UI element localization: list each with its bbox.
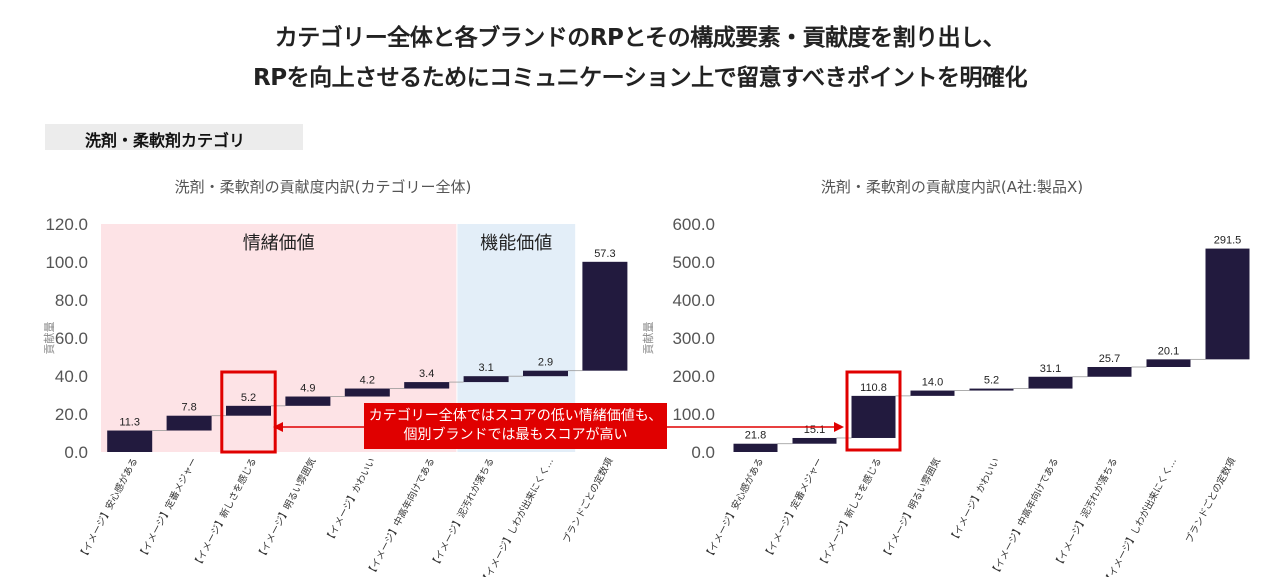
- chart1-value-label-9: 57.3: [594, 248, 615, 260]
- chart2-value-label-1: 21.8: [745, 430, 766, 442]
- chart2-value-label-2: 15.1: [804, 424, 825, 436]
- chart1-value-label-7: 3.1: [478, 362, 493, 374]
- chart1-y-tick-label: 0.0: [64, 443, 88, 462]
- chart2-y-tick-label: 600.0: [672, 215, 715, 234]
- chart1-x-tick-label-9: ブランドごとの定数項: [560, 455, 615, 545]
- chart1-y-tick-label: 120.0: [45, 215, 88, 234]
- chart1-x-tick-label-8: 【イメージ】しわが出来にくく…: [479, 456, 556, 577]
- chart2-bar-1: [733, 443, 778, 452]
- callout-box: カテゴリー全体ではスコアの低い情緒価値も、 個別ブランドでは最もスコアが高い: [364, 403, 667, 449]
- chart1-x-tick-label-4: 【イメージ】明るい雰囲気: [255, 455, 319, 562]
- chart1-value-label-8: 2.9: [538, 357, 553, 369]
- chart1-y-tick-label: 80.0: [55, 291, 88, 310]
- chart2-value-label-5: 5.2: [984, 375, 999, 387]
- chart1-y-tick-label: 100.0: [45, 253, 88, 272]
- chart1-y-axis-title: 貢献量: [42, 322, 56, 355]
- chart1-x-tick-label-7: 【イメージ】泥汚れが落ちる: [428, 456, 496, 571]
- chart2-x-tick-label-6: 【イメージ】中高年向けである: [988, 456, 1061, 577]
- chart2-value-label-7: 25.7: [1099, 353, 1120, 365]
- section-label: 洗剤・柔軟剤カテゴリ: [45, 124, 303, 150]
- chart2-bar-6: [1028, 376, 1073, 389]
- headline-line-1: カテゴリー全体と各ブランドのRPとその構成要素・貢献度を割り出し、: [274, 25, 1006, 51]
- chart2-bar-2: [792, 437, 837, 444]
- chart1-y-tick-label: 20.0: [55, 405, 88, 424]
- chart1-bar-1: [107, 430, 153, 452]
- chart1-x-tick-label-1: 【イメージ】安心感がある: [76, 456, 140, 562]
- chart2-value-label-9: 291.5: [1214, 235, 1242, 247]
- chart1-value-label-2: 7.8: [181, 402, 196, 414]
- chart2-bar-4: [910, 390, 955, 396]
- chart1-value-label-6: 3.4: [419, 368, 434, 380]
- chart2-title: 洗剤・柔軟剤の貢献度内訳(A社:製品X): [821, 178, 1083, 196]
- chart1-highlight-box: [220, 370, 277, 454]
- callout-line-2: 個別ブランドでは最もスコアが高い: [403, 427, 628, 443]
- chart2-y-tick-label: 400.0: [672, 291, 715, 310]
- chart1-x-tick-label-3: 【イメージ】新しさを感じる: [191, 456, 259, 571]
- chart2-y-tick-label: 300.0: [672, 329, 715, 348]
- chart2-value-label-6: 31.1: [1040, 363, 1061, 375]
- chart1-value-label-3: 5.2: [241, 392, 256, 404]
- chart2-y-tick-label: 0.0: [691, 443, 715, 462]
- callout-arrow-left-head: [273, 422, 283, 432]
- chart2-x-tick-label-5: 【イメージ】かわいい: [948, 456, 1002, 545]
- chart1-bar-3: [226, 405, 271, 416]
- chart2-bar-8: [1146, 359, 1191, 367]
- chart2-x-tick-label-7: 【イメージ】泥汚れが落ちる: [1052, 456, 1120, 571]
- chart2-y-tick-label: 200.0: [672, 367, 715, 386]
- chart1-region-label-1: 情緒価値: [243, 233, 315, 254]
- chart2-bar-7: [1087, 366, 1132, 377]
- chart1-region-label-2: 機能価値: [480, 233, 552, 254]
- chart1-value-label-1: 11.3: [119, 417, 140, 429]
- chart1-bar-5: [344, 388, 390, 397]
- chart1-x-tick-label-2: 【イメージ】定番メジャー: [136, 456, 200, 562]
- chart1-bar-8: [523, 370, 568, 377]
- chart1-bar-4: [285, 396, 331, 406]
- chart2-bar-3: [851, 395, 896, 438]
- chart1-bar-6: [404, 382, 450, 389]
- chart2-value-label-4: 14.0: [922, 377, 943, 389]
- chart1-bar-9: [582, 261, 628, 371]
- chart1-y-tick-label: 40.0: [55, 367, 88, 386]
- chart2-x-tick-label-9: ブランドごとの定数項: [1183, 455, 1238, 545]
- section-label-text: 洗剤・柔軟剤カテゴリ: [85, 131, 246, 150]
- chart2-x-tick-label-3: 【イメージ】新しさを感じる: [816, 456, 884, 571]
- chart1-title: 洗剤・柔軟剤の貢献度内訳(カテゴリー全体): [175, 178, 472, 196]
- chart2-y-axis-title: 貢献量: [641, 322, 655, 355]
- callout-line-1: カテゴリー全体ではスコアの低い情緒価値も、: [368, 408, 663, 424]
- headline-line-2: RPを向上させるためにコミュニケーション上で留意すべきポイントを明確化: [253, 65, 1028, 91]
- chart2-value-label-8: 20.1: [1158, 345, 1179, 357]
- chart1-y-tick-label: 60.0: [55, 329, 88, 348]
- chart2-value-label-3: 110.8: [860, 382, 887, 394]
- chart2-y-tick-label: 100.0: [672, 405, 715, 424]
- chart2-x-tick-label-4: 【イメージ】明るい雰囲気: [879, 455, 943, 562]
- chart2-highlight-box: [845, 370, 902, 452]
- chart2-bar-9: [1205, 248, 1250, 360]
- chart2-y-tick-label: 500.0: [672, 253, 715, 272]
- chart2-x-tick-label-1: 【イメージ】安心感がある: [702, 456, 766, 562]
- chart1-x-tick-label-5: 【イメージ】かわいい: [324, 456, 378, 545]
- chart1-value-label-5: 4.2: [360, 375, 375, 387]
- chart2-bar-5: [969, 388, 1014, 391]
- chart1-value-label-4: 4.9: [300, 383, 315, 395]
- callout-arrow-right-head: [834, 422, 844, 432]
- chart1-x-tick-label-6: 【イメージ】中高年向けである: [364, 456, 437, 577]
- chart2-x-tick-label-2: 【イメージ】定番メジャー: [761, 456, 825, 562]
- chart1-bar-7: [463, 376, 509, 383]
- chart1-bar-2: [166, 415, 212, 431]
